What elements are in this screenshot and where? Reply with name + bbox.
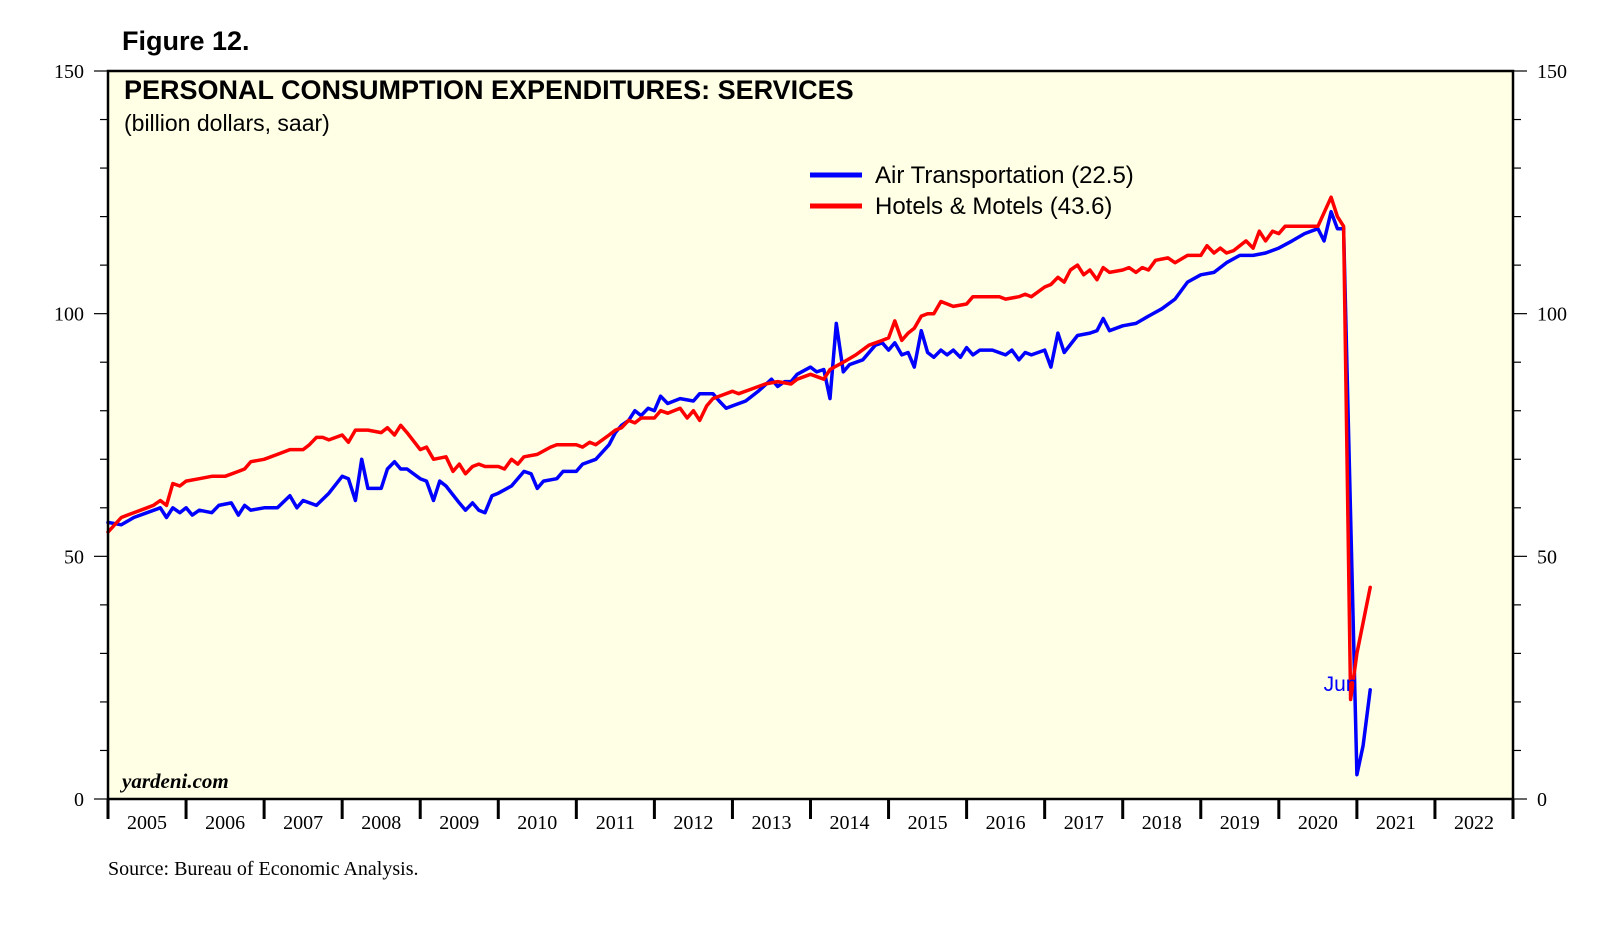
x-tick-label: 2016 [986, 812, 1026, 834]
x-tick-label: 2021 [1376, 812, 1416, 834]
x-tick-label: 2020 [1298, 812, 1338, 834]
x-tick-label: 2011 [596, 812, 635, 834]
plot-frame [106, 69, 1515, 801]
x-tick-label: 2017 [1064, 812, 1104, 834]
figure-label: Figure 12. [122, 26, 250, 56]
x-tick-label: 2019 [1220, 812, 1260, 834]
x-tick-label: 2018 [1142, 812, 1182, 834]
series-layer [106, 195, 1372, 777]
y-tick-label-right: 100 [1537, 304, 1567, 326]
right-axis-ticks: 0 50 100 150 [1513, 61, 1567, 811]
y-tick-label-right: 150 [1537, 61, 1567, 83]
x-tick-label: 2005 [127, 812, 167, 834]
legend-label-hotels: Hotels & Motels (43.6) [875, 193, 1112, 220]
x-tick-label: 2007 [283, 812, 323, 834]
y-tick-label-left: 50 [64, 546, 84, 568]
legend: Air Transportation (22.5) Hotels & Motel… [810, 162, 1134, 220]
x-tick-label: 2010 [517, 812, 557, 834]
x-tick-label: 2006 [205, 812, 245, 834]
x-axis: 2005 2006 2007 2008 2009 2010 2011 2012 2013 2014… [106, 799, 1515, 834]
annotation-jun: Jun [1324, 673, 1358, 696]
y-tick-label-right: 0 [1537, 789, 1547, 811]
chart-subtitle: (billion dollars, saar) [124, 110, 330, 136]
y-tick-label-left: 0 [74, 789, 84, 811]
x-tick-label: 2008 [361, 812, 401, 834]
series-line-air-transportation [106, 209, 1372, 777]
source-note: Source: Bureau of Economic Analysis. [108, 858, 419, 880]
left-axis-ticks: 0 50 100 150 [54, 61, 108, 811]
watermark: yardeni.com [119, 769, 229, 793]
chart-title: PERSONAL CONSUMPTION EXPENDITURES: SERVI… [124, 75, 854, 105]
x-tick-label: 2015 [908, 812, 948, 834]
x-tick-label: 2013 [751, 812, 791, 834]
y-tick-label-left: 100 [54, 304, 84, 326]
x-tick-label: 2022 [1454, 812, 1494, 834]
x-tick-label: 2014 [830, 812, 870, 834]
plot-background [108, 71, 1513, 799]
legend-label-air: Air Transportation (22.5) [875, 162, 1134, 189]
y-tick-label-left: 150 [54, 61, 84, 83]
x-tick-label: 2009 [439, 812, 479, 834]
series-line-hotels-motels [106, 195, 1372, 702]
x-tick-label: 2012 [673, 812, 713, 834]
y-tick-label-right: 50 [1537, 546, 1557, 568]
